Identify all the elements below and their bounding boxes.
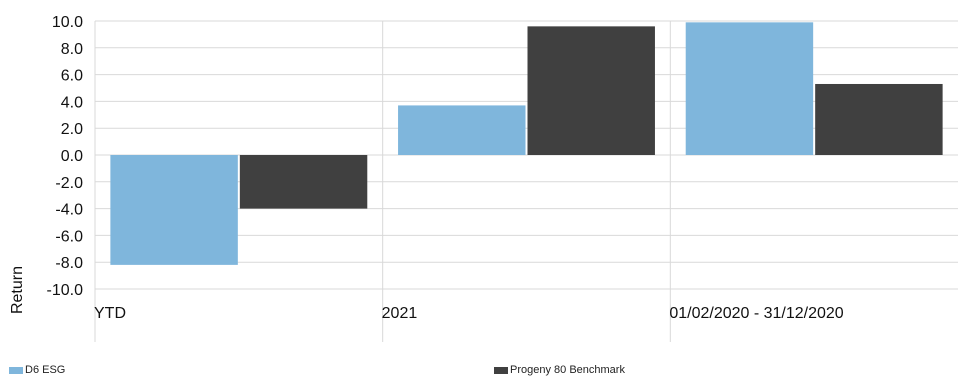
x-category-label: 01/02/2020 - 31/12/2020: [669, 305, 843, 322]
y-tick-label: 4.0: [61, 94, 83, 111]
bar-benchmark: [815, 83, 943, 155]
legend-swatch-d6-esg: [9, 366, 23, 374]
y-tick-label: -10.0: [47, 282, 84, 299]
y-tick-label: 6.0: [61, 68, 83, 85]
y-tick-label: 2.0: [61, 121, 83, 138]
legend-label-d6-esg: D6 ESG: [25, 364, 66, 376]
y-tick-label: -8.0: [55, 255, 83, 272]
gridlines: [94, 20, 958, 342]
bar-d6-esg: [398, 105, 526, 155]
y-tick-label: 8.0: [61, 41, 83, 58]
y-tick-label: -2.0: [55, 175, 83, 192]
x-category-label: YTD: [94, 305, 126, 322]
y-tick-label: -4.0: [55, 202, 83, 219]
x-category-label: 2021: [382, 305, 418, 322]
y-tick-label: 0.0: [61, 148, 83, 165]
legend-label-benchmark: Progeny 80 Benchmark: [510, 364, 625, 376]
bar-benchmark: [527, 26, 655, 155]
legend-swatch-benchmark: [494, 366, 508, 374]
legend-item-d6-esg: D6 ESG: [9, 364, 65, 376]
bar-d6-esg: [110, 155, 238, 265]
bar-d6-esg: [685, 22, 814, 156]
bar-marks: [110, 22, 943, 265]
y-axis-label: Return: [9, 266, 26, 314]
legend-item-benchmark: Progeny 80 Benchmark: [494, 364, 625, 376]
y-tick-label: -6.0: [55, 228, 83, 245]
y-tick-label: 10.0: [52, 14, 83, 31]
y-axis-ticks: 10.0 8.0 6.0 4.0 2.0 0.0 -2.0 -4.0 -6.0 -8.0 -10.0: [47, 14, 84, 299]
x-axis-categories: YTD 2021 01/02/2020 - 31/12/2020: [94, 305, 844, 322]
bar-benchmark: [239, 155, 368, 209]
